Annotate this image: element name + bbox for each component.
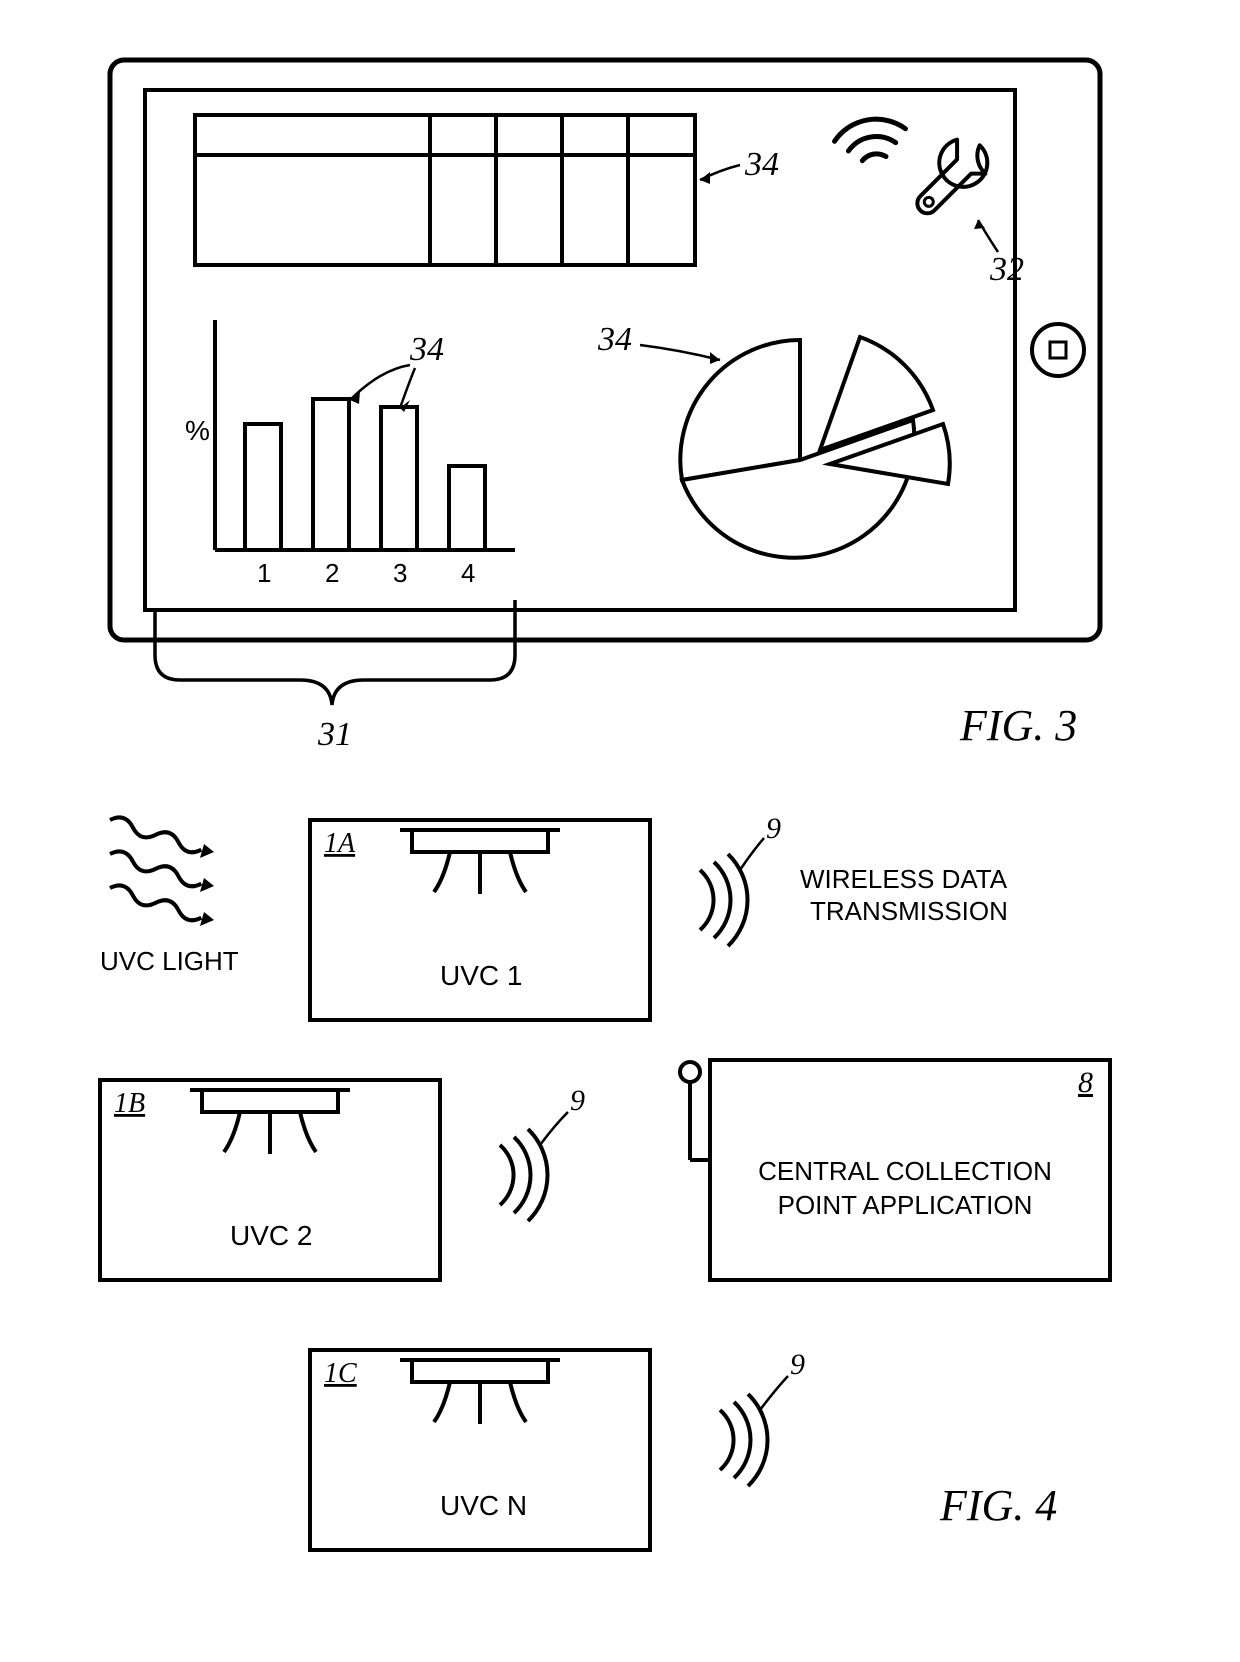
- collection-label-2: POINT APPLICATION: [778, 1190, 1033, 1220]
- sensor-id-1c: 1C: [324, 1358, 357, 1389]
- table-widget: [195, 115, 695, 265]
- bar-label-2: 2: [325, 558, 339, 588]
- ref-9-a: 9: [766, 812, 781, 845]
- collection-box: 8 CENTRAL COLLECTION POINT APPLICATION: [680, 1060, 1110, 1280]
- sensor-id-1a: 1A: [324, 828, 356, 859]
- ref-34-pie: 34: [597, 321, 632, 358]
- uvc-light-arrows: [108, 814, 214, 926]
- bar-label-4: 4: [461, 558, 475, 588]
- figure-3: 32 34 % 1 2 3 4: [110, 60, 1100, 753]
- bar-label-3: 3: [393, 558, 407, 588]
- wireless-label-1: WIRELESS DATA: [800, 864, 1008, 894]
- bar-chart-ylabel: %: [185, 415, 210, 446]
- sensor-box-1c: 1C UVC N: [310, 1350, 650, 1550]
- sensor-id-1b: 1B: [114, 1088, 145, 1119]
- sensor-label-1: UVC 1: [440, 960, 522, 991]
- ref-32: 32: [989, 251, 1024, 288]
- sensor-label-2: UVC 2: [230, 1220, 312, 1251]
- ref-34-table: 34: [744, 146, 779, 183]
- ref-34-bars: 34: [409, 331, 444, 368]
- ref-9-b: 9: [570, 1084, 585, 1117]
- figure-4: UVC LIGHT 1A UVC 1 9 WIRELESS DATA T: [100, 812, 1110, 1550]
- home-button[interactable]: [1032, 324, 1084, 376]
- fig4-caption: FIG. 4: [939, 1481, 1057, 1530]
- sensor-label-n: UVC N: [440, 1490, 527, 1521]
- fig3-caption: FIG. 3: [959, 701, 1077, 750]
- uvc-light-label: UVC LIGHT: [100, 946, 239, 976]
- collection-label-1: CENTRAL COLLECTION: [758, 1156, 1052, 1186]
- wireless-label-2: TRANSMISSION: [810, 896, 1008, 926]
- bar-label-1: 1: [257, 558, 271, 588]
- ref-9-c: 9: [790, 1348, 805, 1381]
- ref-31: 31: [317, 716, 352, 753]
- sensor-box-1a: 1A UVC 1: [310, 820, 650, 1020]
- sensor-box-1b: 1B UVC 2: [100, 1080, 440, 1280]
- ref-8: 8: [1078, 1066, 1093, 1099]
